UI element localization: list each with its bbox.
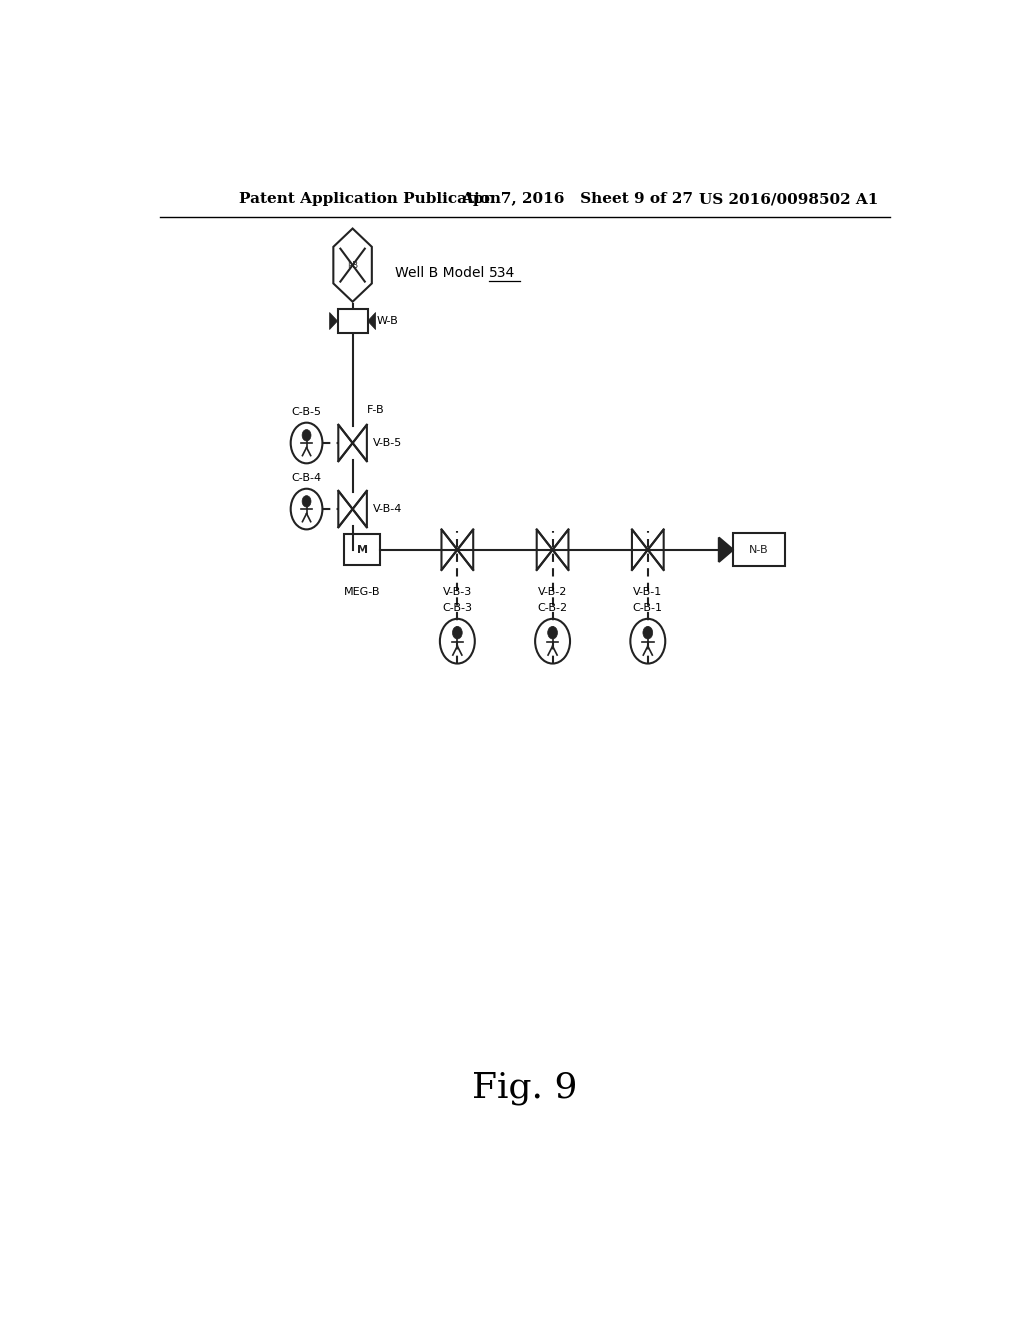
Text: V-B-3: V-B-3 xyxy=(442,587,472,598)
Text: N-B: N-B xyxy=(750,545,769,554)
Polygon shape xyxy=(352,491,367,528)
Polygon shape xyxy=(719,537,733,562)
Text: C-B-3: C-B-3 xyxy=(442,603,472,612)
Bar xyxy=(733,533,784,566)
Polygon shape xyxy=(553,529,568,570)
Text: W-B: W-B xyxy=(377,315,398,326)
Polygon shape xyxy=(648,529,664,570)
Text: US 2016/0098502 A1: US 2016/0098502 A1 xyxy=(699,193,879,206)
Polygon shape xyxy=(352,425,367,461)
Polygon shape xyxy=(632,529,648,570)
Polygon shape xyxy=(537,529,553,570)
Text: 534: 534 xyxy=(489,267,515,280)
Circle shape xyxy=(302,495,311,507)
Polygon shape xyxy=(330,313,338,330)
Text: Well B Model: Well B Model xyxy=(395,267,489,280)
Polygon shape xyxy=(441,529,458,570)
Text: M: M xyxy=(356,545,368,554)
Circle shape xyxy=(643,627,652,639)
Text: V-B-2: V-B-2 xyxy=(538,587,567,598)
Text: C-B-4: C-B-4 xyxy=(292,473,322,483)
Text: Fig. 9: Fig. 9 xyxy=(472,1072,578,1105)
Text: C-B-5: C-B-5 xyxy=(292,407,322,417)
Text: C-B-2: C-B-2 xyxy=(538,603,567,612)
Text: MEG-B: MEG-B xyxy=(344,587,380,598)
Text: Apr. 7, 2016   Sheet 9 of 27: Apr. 7, 2016 Sheet 9 of 27 xyxy=(461,193,693,206)
Polygon shape xyxy=(458,529,473,570)
Text: C-B-1: C-B-1 xyxy=(633,603,663,612)
Bar xyxy=(338,309,368,333)
Polygon shape xyxy=(338,491,352,528)
Text: V-B-5: V-B-5 xyxy=(373,438,401,447)
Text: V-B-1: V-B-1 xyxy=(633,587,663,598)
Circle shape xyxy=(302,429,311,441)
Polygon shape xyxy=(368,313,376,330)
Text: I-B: I-B xyxy=(347,260,358,269)
Polygon shape xyxy=(338,425,352,461)
Circle shape xyxy=(453,627,462,639)
Text: Patent Application Publication: Patent Application Publication xyxy=(240,193,501,206)
Text: F-B: F-B xyxy=(367,404,384,414)
Text: V-B-4: V-B-4 xyxy=(373,504,401,513)
Circle shape xyxy=(548,627,557,639)
Bar xyxy=(344,535,380,565)
